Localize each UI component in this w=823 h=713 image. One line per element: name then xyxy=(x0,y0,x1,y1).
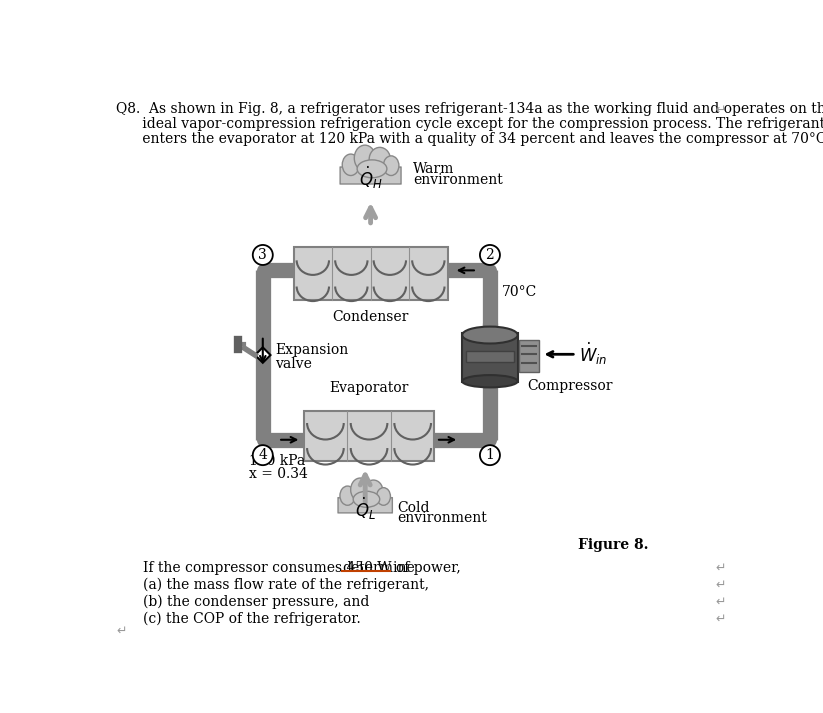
Bar xyxy=(466,352,514,362)
Ellipse shape xyxy=(351,478,370,501)
Text: 1: 1 xyxy=(486,448,495,462)
Text: 70°C: 70°C xyxy=(502,285,537,299)
Text: Compressor: Compressor xyxy=(527,379,612,393)
Text: determine: determine xyxy=(342,560,415,575)
Text: (a) the mass flow rate of the refrigerant,: (a) the mass flow rate of the refrigeran… xyxy=(143,578,430,592)
Ellipse shape xyxy=(357,160,387,178)
Text: environment: environment xyxy=(398,511,487,525)
Text: 4: 4 xyxy=(258,448,267,462)
Text: ↵: ↵ xyxy=(716,595,726,608)
Text: ↵: ↵ xyxy=(716,561,726,575)
Ellipse shape xyxy=(353,491,379,507)
Text: x = 0.34: x = 0.34 xyxy=(249,468,308,481)
Text: If the compressor consumes 450 W of power,: If the compressor consumes 450 W of powe… xyxy=(143,560,466,575)
Text: environment: environment xyxy=(413,173,503,187)
Text: (c) the COP of the refrigerator.: (c) the COP of the refrigerator. xyxy=(143,612,361,626)
Text: Expansion: Expansion xyxy=(275,344,348,357)
Text: $\dot{W}_{in}$: $\dot{W}_{in}$ xyxy=(579,342,607,367)
Text: Figure 8.: Figure 8. xyxy=(579,538,649,552)
Ellipse shape xyxy=(463,375,518,387)
Text: Cold: Cold xyxy=(398,501,430,515)
Text: ↵: ↵ xyxy=(117,625,127,637)
Bar xyxy=(294,247,448,299)
Text: 3: 3 xyxy=(258,248,267,262)
Text: ↵: ↵ xyxy=(716,612,726,625)
Ellipse shape xyxy=(370,148,390,172)
Ellipse shape xyxy=(340,486,355,506)
Ellipse shape xyxy=(354,145,375,171)
Text: (b) the condenser pressure, and: (b) the condenser pressure, and xyxy=(143,595,370,609)
Ellipse shape xyxy=(342,154,360,175)
Text: Warm: Warm xyxy=(413,162,454,175)
Circle shape xyxy=(253,245,272,265)
Ellipse shape xyxy=(377,488,390,506)
Bar xyxy=(463,333,518,382)
Text: ↵: ↵ xyxy=(716,578,726,591)
Ellipse shape xyxy=(463,327,518,344)
Text: $\dot{Q}_H$: $\dot{Q}_H$ xyxy=(359,165,383,191)
Circle shape xyxy=(480,245,500,265)
Text: $\dot{Q}_L$: $\dot{Q}_L$ xyxy=(355,496,376,522)
Text: 120 kPa: 120 kPa xyxy=(249,453,305,468)
FancyBboxPatch shape xyxy=(340,167,401,184)
Circle shape xyxy=(253,445,272,465)
Text: ↵: ↵ xyxy=(716,103,726,116)
Text: 2: 2 xyxy=(486,248,495,262)
Bar xyxy=(519,339,539,372)
Text: valve: valve xyxy=(275,356,312,371)
Text: Condenser: Condenser xyxy=(332,310,409,324)
Text: Q8.  As shown in Fig. 8, a refrigerator uses refrigerant-134a as the working flu: Q8. As shown in Fig. 8, a refrigerator u… xyxy=(117,103,823,116)
Ellipse shape xyxy=(364,480,383,502)
Text: ideal vapor-compression refrigeration cycle except for the compression process. : ideal vapor-compression refrigeration cy… xyxy=(117,117,823,131)
FancyBboxPatch shape xyxy=(338,498,393,513)
Text: enters the evaporator at 120 kPa with a quality of 34 percent and leaves the com: enters the evaporator at 120 kPa with a … xyxy=(117,132,823,145)
Bar xyxy=(304,411,435,461)
Ellipse shape xyxy=(384,156,399,175)
Circle shape xyxy=(480,445,500,465)
Polygon shape xyxy=(255,347,271,363)
Text: Evaporator: Evaporator xyxy=(329,381,409,395)
